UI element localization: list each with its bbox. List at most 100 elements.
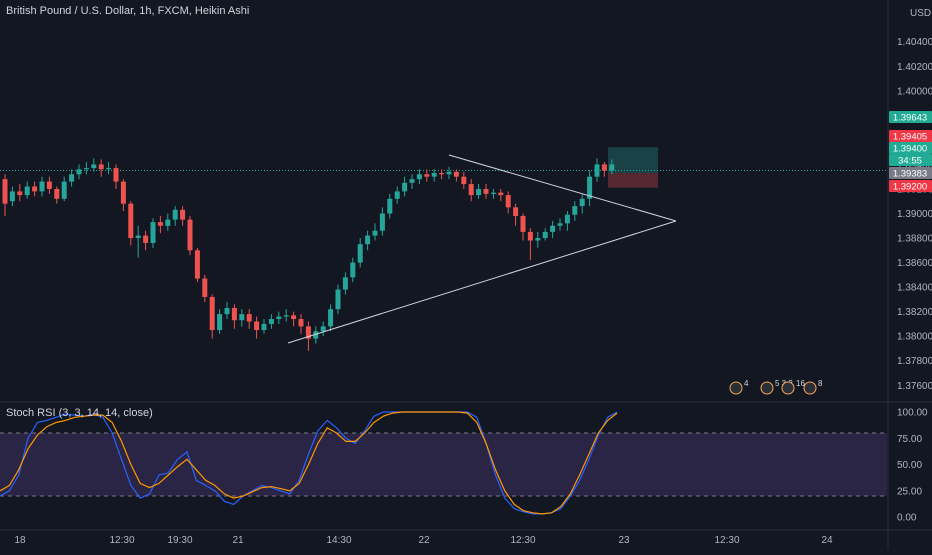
candle-body: [468, 184, 474, 196]
event-flag-icon[interactable]: [781, 381, 795, 395]
candle-body: [320, 326, 326, 332]
candle-body: [609, 164, 615, 171]
price-tick-label: 1.38000: [897, 332, 932, 343]
candle-body: [39, 181, 45, 192]
price-tick-label: 1.37800: [897, 356, 932, 367]
candle-body: [283, 315, 289, 317]
candle-body: [483, 188, 489, 194]
candle-body: [172, 209, 178, 220]
candle-body: [402, 182, 408, 192]
candle-body: [61, 181, 67, 199]
candle-body: [83, 168, 89, 170]
candle-body: [17, 191, 23, 196]
price-tick-label: 1.37600: [897, 381, 932, 392]
candle-body: [527, 231, 533, 241]
stoch-k-line: [0, 411, 618, 515]
candle-body: [357, 244, 363, 263]
price-axis-badge: [889, 154, 932, 166]
candle-body: [520, 215, 526, 232]
candle-body: [342, 277, 348, 290]
price-axis-badge: [889, 180, 932, 192]
event-flag-icon[interactable]: [760, 381, 774, 395]
price-tick-label: 1.38200: [897, 307, 932, 318]
position-stop-zone[interactable]: [608, 173, 658, 188]
candle-body: [305, 326, 311, 339]
candle-body: [150, 222, 156, 243]
currency-label: USD: [910, 8, 931, 19]
trendline-lower[interactable]: [287, 220, 677, 344]
candle-body: [513, 207, 519, 216]
candle-body: [54, 188, 60, 199]
candle-body: [542, 231, 548, 239]
price-tick-label: 1.38600: [897, 258, 932, 269]
price-axis-badge: [889, 167, 932, 179]
rsi-tick-label: 100.00: [897, 408, 928, 419]
candle-body: [476, 188, 482, 196]
candle-body: [394, 191, 400, 199]
candle-body: [91, 164, 97, 169]
candle-body: [32, 186, 38, 192]
candle-body: [135, 235, 141, 239]
price-axis-badge: [889, 111, 932, 123]
candle-body: [461, 176, 467, 185]
candle-body: [365, 235, 371, 245]
time-tick-label: 18: [14, 535, 26, 546]
event-flag-icon[interactable]: [803, 381, 817, 395]
candle-body: [498, 192, 504, 196]
candle-body: [157, 222, 163, 226]
candle-body: [350, 262, 356, 278]
candle-body: [431, 173, 437, 177]
price-tick-label: 1.40400: [897, 37, 932, 48]
candle-body: [424, 174, 430, 177]
candle-body: [409, 179, 415, 183]
candle-body: [372, 230, 378, 236]
rsi-band-fill: [0, 433, 887, 496]
candle-body: [379, 213, 385, 231]
candle-body: [601, 164, 607, 171]
candle-body: [261, 323, 267, 331]
candle-body: [224, 307, 230, 315]
candle-body: [335, 289, 341, 310]
candle-body: [535, 238, 541, 241]
position-target-zone[interactable]: [608, 147, 658, 174]
candle-body: [328, 309, 334, 327]
price-axis-badge-text: 1.39400: [893, 144, 927, 155]
indicator-title[interactable]: Stoch RSI (3, 3, 14, 14, close): [6, 407, 153, 419]
candle-body: [572, 206, 578, 215]
candle-body: [276, 316, 282, 320]
price-tick-label: 1.38800: [897, 234, 932, 245]
time-tick-label: 21: [232, 535, 244, 546]
stoch-d-line: [0, 411, 618, 515]
event-flag-icon[interactable]: [729, 381, 743, 395]
candle-body: [246, 314, 252, 322]
symbol-title[interactable]: British Pound / U.S. Dollar, 1h, FXCM, H…: [6, 5, 250, 17]
candle-body: [128, 203, 134, 239]
event-count: 4: [744, 379, 749, 388]
price-tick-label: 1.40200: [897, 62, 932, 73]
candle-body: [231, 307, 237, 321]
candle-body: [143, 235, 149, 243]
price-tick-label: 1.38400: [897, 283, 932, 294]
rsi-tick-label: 25.00: [897, 486, 922, 497]
candle-body: [24, 186, 30, 196]
time-tick-label: 23: [618, 535, 630, 546]
candle-body: [9, 191, 15, 202]
candle-body: [453, 171, 459, 177]
rsi-tick-label: 0.00: [897, 513, 917, 524]
rsi-tick-label: 75.00: [897, 434, 922, 445]
price-axis-badge-text: 1.39405: [893, 132, 927, 143]
time-tick-label: 19:30: [167, 535, 192, 546]
trendline-upper[interactable]: [448, 154, 677, 222]
candle-body: [46, 181, 52, 189]
price-tick-label: 1.40000: [897, 86, 932, 97]
candle-body: [557, 223, 563, 226]
candle-body: [113, 168, 119, 182]
candle-body: [180, 209, 186, 220]
candle-body: [587, 176, 593, 199]
event-count: 16: [796, 379, 805, 388]
event-count: 8: [818, 379, 823, 388]
time-tick-label: 14:30: [326, 535, 351, 546]
candle-body: [2, 179, 8, 204]
